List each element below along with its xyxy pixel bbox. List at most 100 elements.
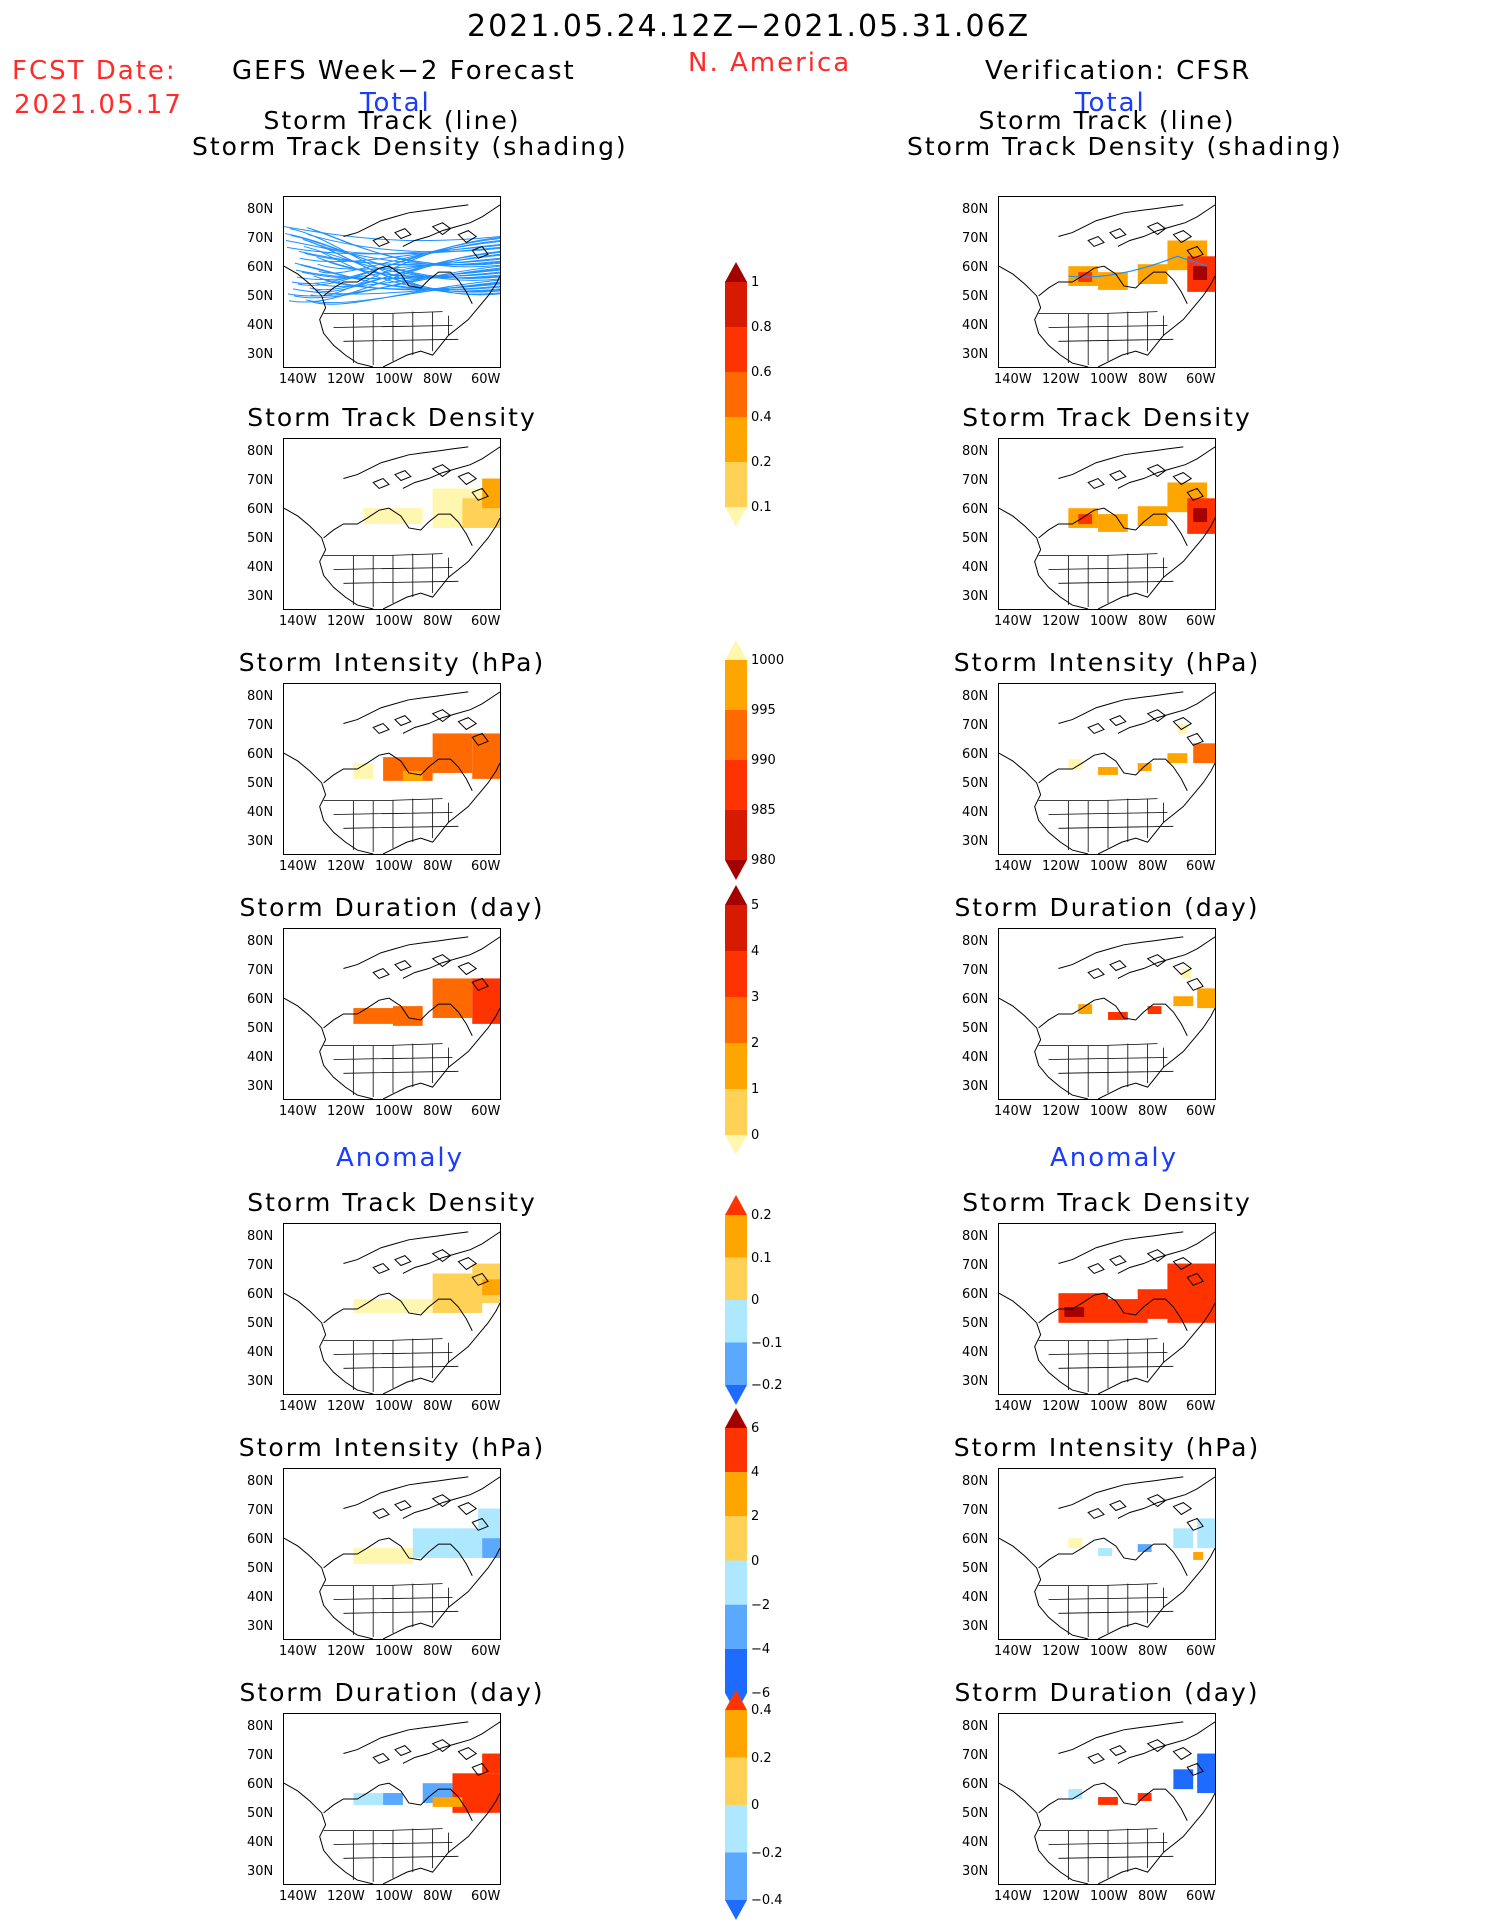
panel-title-ianom-right-0: Storm Intensity (hPa) [953,1433,1261,1462]
y-tick-label: 50N [962,776,989,791]
shaded-cell [1193,743,1215,764]
state-borders [1038,1583,1174,1638]
y-tick-label: 40N [962,1345,989,1360]
x-tick-label: 120W [1042,1889,1080,1904]
map-density-left [283,438,501,610]
colorbar-segment [725,1516,747,1561]
colorbar-label: −0.4 [751,1893,783,1908]
colorbar-label: −0.2 [751,1845,783,1861]
storm-track-line [319,277,500,290]
panel-title-duration-right-0: Storm Duration (day) [954,893,1260,922]
colorbar-segment [725,810,747,860]
panel-title-duranom-right-0: Storm Duration (day) [954,1678,1260,1707]
y-tick-label: 60N [962,502,989,517]
colorbar-density_anom [725,1195,747,1409]
colorbar-segment [725,760,747,810]
shaded-cell [432,733,473,773]
panel-title-track-right-0: Storm Track (line) [978,106,1236,135]
x-tick-label: 140W [279,859,317,874]
colorbar-intensity_anom [725,1408,747,1717]
shaded-cell [1098,272,1128,290]
y-tick-label: 50N [962,1806,989,1821]
colorbar-segment [725,1215,747,1258]
colorbar-segment [725,660,747,710]
x-tick-label: 120W [1042,1104,1080,1119]
colorbar-duration_total [725,885,747,1159]
shaded-cell [482,1538,500,1558]
map-danom-left [283,1223,501,1395]
y-tick-label: 40N [962,1835,989,1850]
storm-track-line [290,235,500,279]
x-tick-label: 120W [327,859,365,874]
y-tick-label: 80N [962,1229,989,1244]
shaded-cell [383,1793,403,1805]
map-duranom-right [998,1713,1216,1885]
storm-track-line [285,240,500,266]
y-tick-label: 70N [247,963,274,978]
x-tick-label: 140W [994,614,1032,629]
x-tick-label: 80W [1138,372,1168,387]
shaded-cell [1173,996,1194,1007]
x-tick-label: 140W [279,1644,317,1659]
shaded-cell [1193,1552,1204,1560]
state-borders [1038,553,1174,608]
y-tick-label: 30N [247,1864,274,1879]
colorbar-segment [725,1472,747,1517]
colorbar-segment [725,327,747,372]
y-tick-label: 50N [247,289,274,304]
map-danom-right [998,1223,1216,1395]
y-tick-label: 40N [962,1590,989,1605]
fcst-date-value: 2021.05.17 [14,90,183,120]
y-tick-label: 50N [247,1806,274,1821]
x-tick-label: 100W [1090,1889,1128,1904]
x-tick-label: 60W [1186,372,1216,387]
colorbar-label: 980 [751,853,776,868]
x-tick-label: 80W [423,372,453,387]
storm-track-line [307,234,500,253]
y-tick-label: 30N [962,1374,989,1389]
y-tick-label: 60N [247,1777,274,1792]
x-tick-label: 140W [279,372,317,387]
colorbar-segment [725,282,747,327]
y-tick-label: 30N [247,589,274,604]
storm-track-line [286,244,500,255]
y-tick-label: 60N [962,1287,989,1302]
y-tick-label: 50N [962,1021,989,1036]
y-tick-label: 70N [247,1503,274,1518]
y-tick-label: 70N [962,1748,989,1763]
y-tick-label: 40N [247,560,274,575]
colorbar-label: 0.4 [751,410,772,425]
x-tick-label: 140W [994,1104,1032,1119]
y-tick-label: 70N [962,231,989,246]
x-tick-label: 80W [423,1644,453,1659]
y-tick-label: 80N [962,202,989,217]
colorbar-label: 4 [751,1465,760,1481]
x-tick-label: 80W [423,614,453,629]
shaded-cell [1068,759,1083,769]
shaded-cell [353,1008,393,1024]
panel-title-ianom-left-0: Storm Intensity (hPa) [238,1433,546,1462]
colorbar-label: 0.4 [751,1703,772,1718]
coastline [999,1476,1215,1639]
x-tick-label: 60W [471,859,501,874]
shaded-cell [1137,1793,1152,1801]
x-tick-label: 120W [1042,1399,1080,1414]
fcst-date-label: FCST Date: [12,56,177,86]
y-tick-label: 40N [962,318,989,333]
colorbar-segment [725,1648,747,1693]
x-tick-label: 60W [1186,614,1216,629]
colorbar-label: −0.2 [751,1378,783,1393]
panel-title-duration-left-0: Storm Duration (day) [239,893,545,922]
shaded-cell [402,770,423,781]
shaded-cell [353,763,374,779]
shaded-cell [452,1773,500,1813]
y-tick-label: 30N [962,347,989,362]
shaded-cell [1197,1753,1215,1794]
state-borders [1038,1338,1174,1393]
y-tick-label: 40N [247,318,274,333]
storm-track-line [1068,255,1208,278]
y-tick-label: 30N [962,834,989,849]
panel-title-density-left-0: Storm Track Density [247,403,537,432]
y-tick-label: 60N [962,1777,989,1792]
colorbar-label: 0 [751,1128,760,1143]
